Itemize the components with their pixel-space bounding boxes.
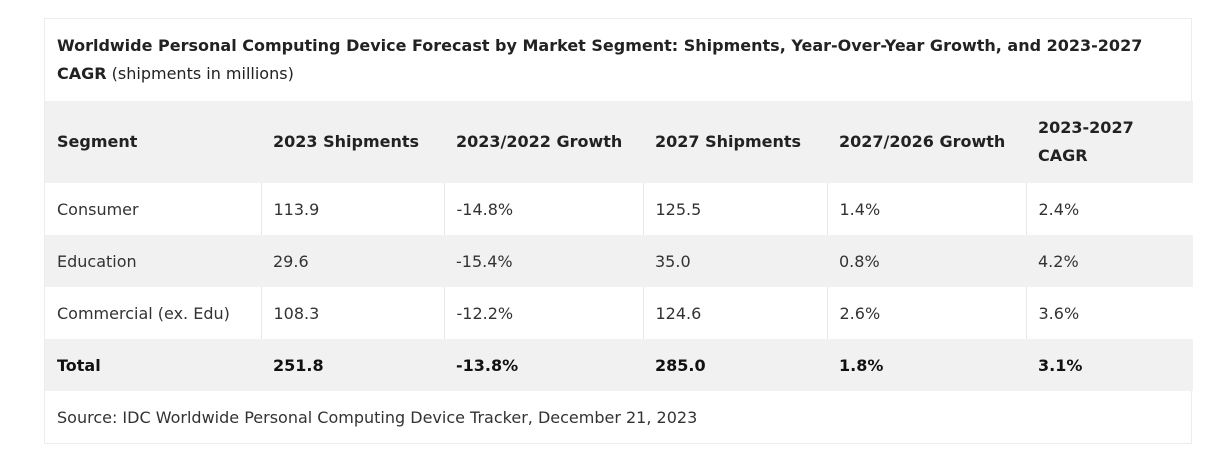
forecast-table: Segment 2023 Shipments 2023/2022 Growth … [45,101,1193,391]
cell-2023-shipments: 29.6 [273,251,309,271]
cell-2027-shipments: 285.0 [655,355,706,375]
table-caption: Worldwide Personal Computing Device Fore… [45,19,1191,101]
cell-2023-shipments: 251.8 [273,355,324,375]
cell-cagr: 4.2% [1038,251,1079,271]
cell-segment: Education [57,251,137,271]
table-row-commercial: Commercial (ex. Edu) 108.3 -12.2% 124.6 … [45,287,1193,339]
header-row: Segment 2023 Shipments 2023/2022 Growth … [45,101,1193,183]
cell-2023-2022-growth: -13.8% [456,355,519,375]
cell-segment: Total [57,355,101,375]
cell-2027-shipments: 124.6 [642,287,827,339]
table-title: Worldwide Personal Computing Device Fore… [57,36,1143,83]
cell-2023-2022-growth: -14.8% [443,183,643,235]
source-note: Source: IDC Worldwide Personal Computing… [45,391,1191,443]
forecast-table-container: Worldwide Personal Computing Device Fore… [44,18,1193,444]
header-2023-2022-growth: 2023/2022 Growth [456,132,623,151]
header-2027-2026-growth: 2027/2026 Growth [839,132,1006,151]
header-2023-shipments: 2023 Shipments [273,132,420,151]
header-segment: Segment [57,132,138,151]
cell-segment: Commercial (ex. Edu) [57,303,230,323]
cell-cagr: 3.6% [1025,287,1193,339]
table-row-consumer: Consumer 113.9 -14.8% 125.5 1.4% 2.4% [45,183,1193,235]
cell-2027-2026-growth: 1.8% [839,355,884,375]
table-units-note: (shipments in millions) [111,64,294,83]
cell-2023-shipments: 113.9 [260,183,444,235]
cell-2027-2026-growth: 1.4% [826,183,1026,235]
cell-2023-2022-growth: -15.4% [456,251,513,271]
cell-2027-2026-growth: 0.8% [839,251,880,271]
cell-cagr: 3.1% [1038,355,1083,375]
cell-2023-2022-growth: -12.2% [443,287,643,339]
cell-cagr: 2.4% [1025,183,1193,235]
table-row-education: Education 29.6 -15.4% 35.0 0.8% 4.2% [45,235,1193,287]
table-row-total: Total 251.8 -13.8% 285.0 1.8% 3.1% [45,339,1193,391]
header-cagr: 2023-2027 CAGR [1038,118,1134,165]
header-2027-shipments: 2027 Shipments [655,132,802,151]
cell-2027-2026-growth: 2.6% [826,287,1026,339]
cell-2027-shipments: 35.0 [655,251,691,271]
cell-2023-shipments: 108.3 [260,287,444,339]
cell-2027-shipments: 125.5 [642,183,827,235]
cell-segment: Consumer [57,199,139,219]
